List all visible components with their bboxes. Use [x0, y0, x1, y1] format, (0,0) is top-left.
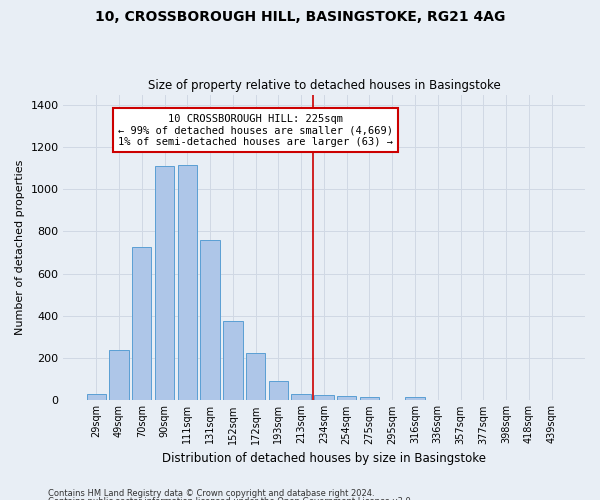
Bar: [223, 321, 242, 400]
Title: Size of property relative to detached houses in Basingstoke: Size of property relative to detached ho…: [148, 79, 500, 92]
Bar: [109, 350, 128, 400]
Bar: [360, 397, 379, 400]
Text: 10, CROSSBOROUGH HILL, BASINGSTOKE, RG21 4AG: 10, CROSSBOROUGH HILL, BASINGSTOKE, RG21…: [95, 10, 505, 24]
Bar: [337, 396, 356, 400]
Bar: [86, 394, 106, 400]
Bar: [406, 398, 425, 400]
Text: Contains public sector information licensed under the Open Government Licence v3: Contains public sector information licen…: [48, 497, 413, 500]
Bar: [132, 248, 151, 400]
Bar: [246, 352, 265, 400]
Bar: [200, 240, 220, 400]
Text: Contains HM Land Registry data © Crown copyright and database right 2024.: Contains HM Land Registry data © Crown c…: [48, 488, 374, 498]
Bar: [269, 381, 288, 400]
Bar: [178, 165, 197, 400]
Y-axis label: Number of detached properties: Number of detached properties: [15, 160, 25, 335]
Text: 10 CROSSBOROUGH HILL: 225sqm
← 99% of detached houses are smaller (4,669)
1% of : 10 CROSSBOROUGH HILL: 225sqm ← 99% of de…: [118, 114, 393, 146]
Bar: [314, 394, 334, 400]
Bar: [292, 394, 311, 400]
X-axis label: Distribution of detached houses by size in Basingstoke: Distribution of detached houses by size …: [162, 452, 486, 465]
Bar: [155, 166, 174, 400]
